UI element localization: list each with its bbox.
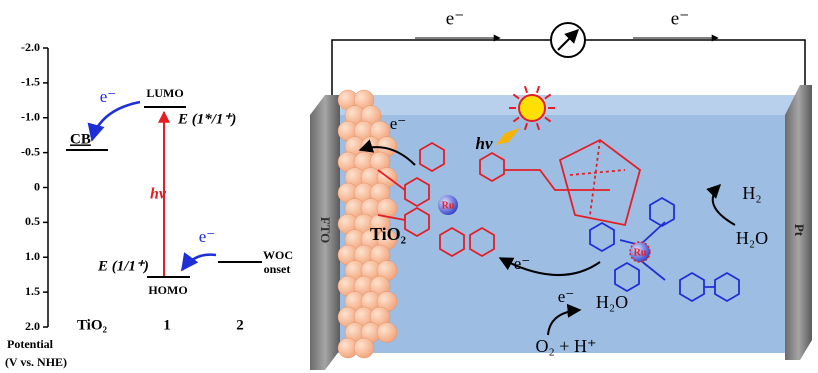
- semiconductor-label: TiO₂: [370, 224, 406, 244]
- energy-diagram: e⁻ e⁻ CB LUMO E (1*/1⁺) HOMO E (1/1⁺) WO…: [5, 40, 293, 369]
- y-tick-label: -0.5: [21, 144, 40, 158]
- electrolyte-top: [335, 95, 805, 115]
- axis-unit: (V vs. NHE): [5, 355, 67, 369]
- anode-product: O₂ + H⁺: [536, 336, 597, 356]
- y-tick-label: 0: [34, 179, 40, 193]
- cathode-label: Pt: [792, 224, 807, 237]
- homo-label: HOMO: [148, 283, 187, 297]
- cell: e⁻ e⁻ FTO Pt TiO₂ hν Ru Ru e⁻ e⁻ e⁻ H₂ H…: [310, 8, 812, 370]
- ray: [525, 86, 527, 93]
- injection-arrow: [92, 102, 140, 140]
- y-tick-label: 0.5: [25, 214, 40, 228]
- column-label: 2: [236, 317, 244, 333]
- lumo-label: LUMO: [146, 86, 183, 100]
- y-tick-label: 1.5: [25, 284, 40, 298]
- y-tick-label: -2.0: [21, 40, 40, 54]
- electron-label: e⁻: [199, 227, 216, 246]
- pt-electrode: [785, 85, 812, 360]
- ray: [537, 86, 539, 93]
- electron-label: e⁻: [446, 8, 464, 29]
- cb-label: CB: [70, 131, 91, 147]
- column-label: 1: [163, 317, 171, 333]
- cathode-reactant: H₂O: [736, 228, 768, 248]
- figure: e⁻ e⁻ CB LUMO E (1*/1⁺) HOMO E (1/1⁺) WO…: [0, 0, 818, 373]
- electron-label: e⁻: [514, 254, 531, 273]
- cathode-product: H₂: [742, 183, 761, 203]
- electron-label: e⁻: [100, 87, 117, 106]
- column-label: TiO₂: [77, 317, 108, 333]
- electron-label: e⁻: [390, 114, 407, 133]
- electron-label: e⁻: [671, 8, 689, 29]
- lumo-potential: E (1*/1⁺): [177, 111, 236, 127]
- electron-label: e⁻: [558, 287, 575, 306]
- anode-reactant: H₂O: [596, 292, 628, 312]
- light-label: hν: [476, 134, 493, 153]
- excitation-label: hν: [150, 186, 167, 203]
- particle: [377, 323, 397, 343]
- metal-label: Ru: [442, 200, 455, 211]
- axis-title: Potential: [7, 337, 54, 351]
- metal-label: Ru: [634, 247, 647, 258]
- anode-label: FTO: [318, 217, 333, 244]
- woc-label: onset: [264, 262, 291, 276]
- homo-potential: E (1/1⁺): [97, 258, 149, 274]
- woc-label: WOC: [263, 248, 293, 262]
- wire: [585, 40, 805, 95]
- particle: [354, 338, 374, 358]
- regeneration-arrow: [182, 255, 216, 270]
- y-tick-label: -1.0: [21, 110, 40, 124]
- y-tick-label: 1.0: [25, 249, 40, 263]
- y-tick-label: 2.0: [25, 319, 40, 333]
- y-tick-label: -1.5: [21, 75, 40, 89]
